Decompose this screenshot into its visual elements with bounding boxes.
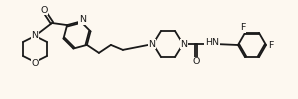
Text: O: O (192, 58, 200, 67)
Text: F: F (240, 23, 246, 32)
Text: N: N (32, 30, 38, 40)
Text: N: N (148, 40, 156, 49)
Text: N: N (79, 15, 86, 24)
Text: HN: HN (205, 38, 219, 47)
Text: O: O (31, 59, 39, 68)
Text: N: N (181, 40, 187, 49)
Text: O: O (40, 6, 48, 14)
Text: F: F (268, 40, 274, 50)
